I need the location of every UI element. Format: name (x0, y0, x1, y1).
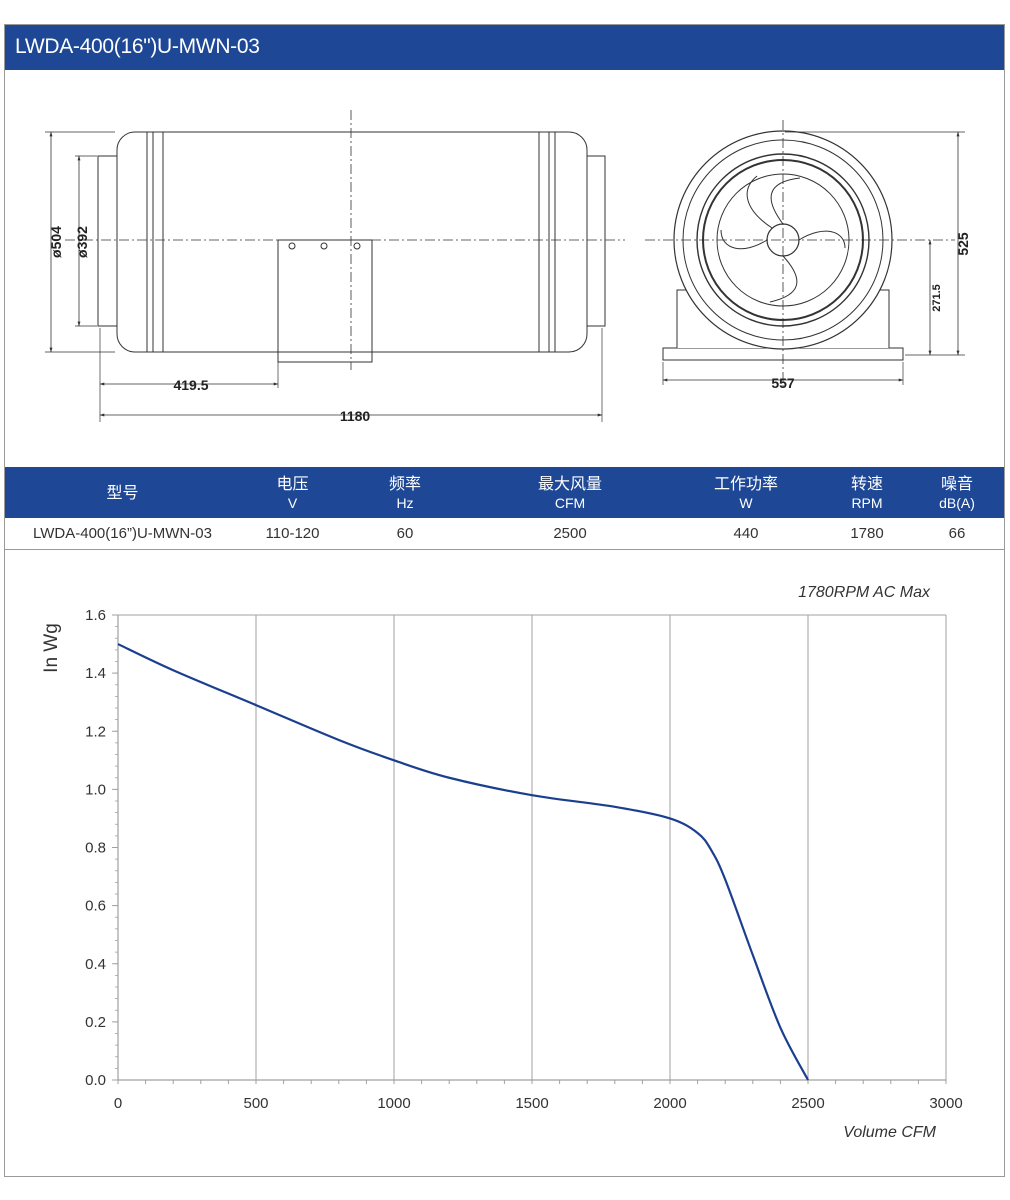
x-tick-label: 3000 (929, 1095, 962, 1112)
header-frequency-cn: 频率 (388, 473, 421, 493)
header-speed: 转速 RPM (817, 467, 917, 518)
x-tick-label: 2500 (791, 1095, 824, 1112)
dim-center-height: 271.5 (931, 284, 943, 312)
page-title: LWDA-400(16")U-MWN-03 (15, 35, 260, 58)
grid-layer (118, 614, 947, 1080)
title-bar: LWDA-400(16")U-MWN-03 (5, 25, 1004, 70)
header-max-airflow-cn: 最大风量 (537, 473, 602, 493)
header-frequency-unit: Hz (396, 494, 414, 511)
technical-drawing: ø504 ø392 419.5 1180 525 271.5 557 (45, 110, 971, 424)
cell-voltage: 110-120 (265, 525, 320, 542)
dim-offset: 419.5 (173, 377, 208, 393)
header-power-cn: 工作功率 (713, 473, 778, 493)
header-power-unit: W (739, 494, 753, 511)
dim-width: 557 (771, 375, 795, 391)
front-view (645, 120, 965, 390)
dim-length: 1180 (340, 408, 371, 424)
x-tick-label: 500 (243, 1095, 268, 1112)
header-model-cn: 型号 (106, 482, 139, 502)
y-tick-label: 0.8 (85, 840, 106, 857)
spec-table-row: LWDA-400(16”)U-MWN-03 110-120 60 2500 44… (5, 519, 1004, 550)
x-tick-label: 0 (114, 1095, 122, 1112)
header-voltage: 电压 V (240, 467, 345, 518)
header-max-airflow-unit: CFM (554, 494, 586, 511)
header-max-airflow: 最大风量 CFM (465, 467, 675, 518)
y-axis-label: In Wg (41, 623, 62, 673)
x-tick-label: 1500 (515, 1095, 548, 1112)
dim-inner-diameter: ø392 (74, 226, 90, 258)
y-tick-label: 1.6 (85, 607, 106, 624)
header-model: 型号 (5, 467, 240, 518)
side-view (45, 110, 625, 422)
axis-layer: 0 500 1000 1500 2000 2500 3000 0.0 0.2 0.4 0.6 0.8 1… (85, 607, 963, 1112)
performance-chart: 0 500 1000 1500 2000 2500 3000 0.0 0.2 0.4 0.6 0.8 1… (41, 584, 963, 1141)
y-tick-label: 1.2 (85, 723, 106, 740)
cell-model: LWDA-400(16”)U-MWN-03 (33, 525, 212, 542)
y-tick-label: 0.2 (85, 1014, 106, 1031)
cell-frequency: 60 (396, 525, 414, 542)
spec-table-header: 型号 电压 V 频率 Hz 最大风量 CFM 工作功率 W 转速 RPM 噪音 … (5, 467, 1004, 518)
header-speed-cn: 转速 (850, 473, 883, 493)
header-noise-cn: 噪音 (940, 473, 973, 493)
x-axis-label: Volume CFM (843, 1124, 936, 1141)
header-noise: 噪音 dB(A) (917, 467, 997, 518)
cell-power: 440 (733, 525, 759, 542)
y-tick-label: 1.0 (85, 781, 106, 798)
y-tick-label: 0.0 (85, 1072, 106, 1089)
header-noise-unit: dB(A) (939, 494, 975, 511)
cell-speed: 1780 (850, 525, 884, 542)
header-voltage-cn: 电压 (276, 473, 309, 493)
series-line (117, 643, 809, 1081)
dim-outer-diameter: ø504 (48, 226, 64, 258)
header-power: 工作功率 W (675, 467, 817, 518)
cell-noise: 66 (948, 525, 966, 542)
chart-title: 1780RPM AC Max (798, 584, 931, 601)
y-tick-label: 0.6 (85, 898, 106, 915)
x-tick-label: 2000 (653, 1095, 686, 1112)
dim-height: 525 (955, 232, 971, 256)
cell-max-airflow: 2500 (553, 525, 587, 542)
header-frequency: 频率 Hz (345, 467, 465, 518)
y-tick-label: 0.4 (85, 956, 106, 973)
page-frame (4, 24, 1005, 1177)
header-voltage-unit: V (287, 494, 298, 511)
y-tick-label: 1.4 (85, 665, 106, 682)
header-speed-unit: RPM (851, 494, 883, 511)
x-tick-label: 1000 (377, 1095, 410, 1112)
